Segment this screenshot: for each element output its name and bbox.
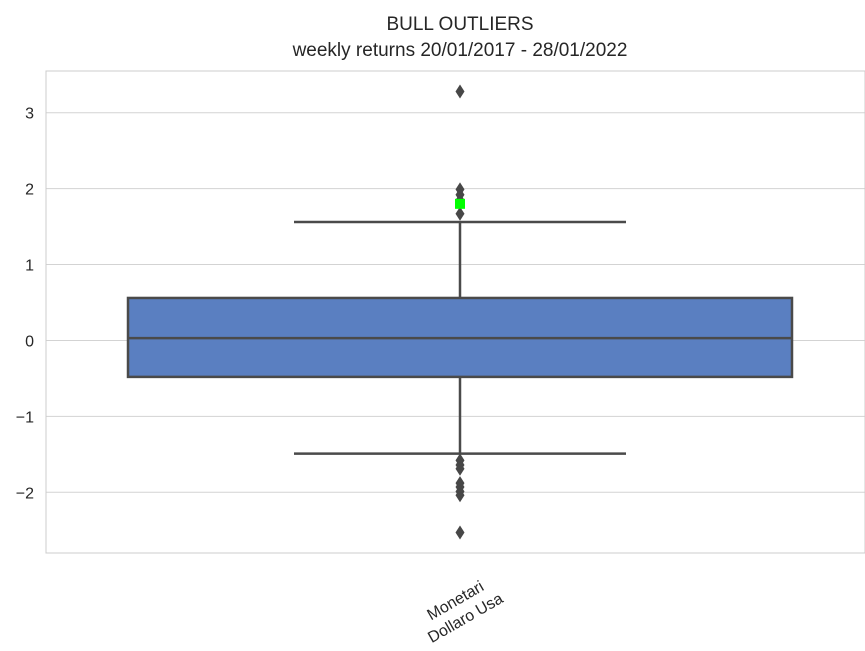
box-layer bbox=[126, 84, 794, 540]
chart-subtitle: weekly returns 20/01/2017 - 28/01/2022 bbox=[292, 40, 628, 61]
chart-title: BULL OUTLIERS bbox=[386, 14, 533, 35]
highlight-marker bbox=[455, 198, 465, 209]
plot-frame bbox=[45, 70, 865, 554]
y-tick-label: 2 bbox=[25, 182, 34, 199]
y-tick-label: 1 bbox=[25, 258, 34, 275]
y-tick-label: 3 bbox=[25, 106, 34, 123]
outlier-point bbox=[455, 525, 465, 540]
outlier-point bbox=[455, 488, 465, 503]
outlier-point bbox=[455, 206, 465, 221]
y-tick-label: −2 bbox=[16, 485, 34, 502]
outlier-point bbox=[455, 84, 465, 99]
y-tick-label: 0 bbox=[25, 333, 34, 350]
y-tick-label: −1 bbox=[16, 409, 34, 426]
y-axis-ticks: 3 2 1 0 −1 −2 bbox=[16, 106, 34, 503]
outlier-point bbox=[455, 461, 465, 476]
